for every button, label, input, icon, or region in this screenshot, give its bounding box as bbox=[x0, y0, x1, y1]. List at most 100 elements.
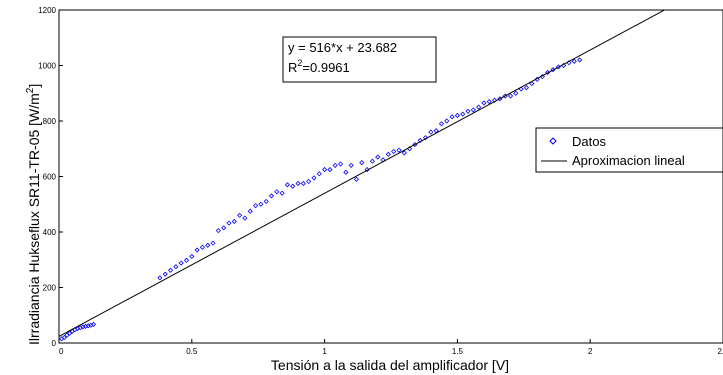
data-point bbox=[221, 225, 227, 231]
y-tick-label: 0 bbox=[52, 339, 57, 348]
data-point bbox=[210, 240, 216, 246]
data-point bbox=[258, 201, 264, 207]
data-point bbox=[311, 175, 317, 181]
data-point bbox=[391, 148, 397, 155]
x-tick-label: 1 bbox=[322, 347, 327, 356]
r-squared-text: R2=0.9961 bbox=[288, 58, 350, 75]
legend-box bbox=[535, 127, 723, 173]
y-axis-title: Ilrradiancia Hukseflux SR11-TR-05 [W/m2] bbox=[25, 84, 42, 345]
data-point bbox=[353, 176, 360, 182]
equation-text: y = 516*x + 23.682 bbox=[288, 40, 397, 55]
x-axis-title: Tensión a la salida del amplificador [V] bbox=[271, 357, 509, 373]
data-point bbox=[428, 129, 434, 135]
data-point bbox=[332, 162, 338, 168]
data-point bbox=[486, 99, 492, 105]
data-point bbox=[64, 332, 70, 338]
equation-box: y = 516*x + 23.682 R2=0.9961 bbox=[282, 36, 437, 83]
x-tick-label: 2 bbox=[588, 347, 593, 356]
y-tick-label: 1000 bbox=[38, 62, 56, 71]
data-point bbox=[247, 208, 253, 214]
data-point bbox=[571, 58, 577, 64]
y-tick-label: 800 bbox=[43, 117, 57, 126]
data-point bbox=[327, 166, 333, 173]
data-point bbox=[396, 147, 402, 153]
data-point bbox=[274, 189, 280, 195]
data-point bbox=[364, 166, 370, 173]
data-point bbox=[343, 169, 349, 175]
data-point bbox=[231, 218, 237, 225]
data-point bbox=[507, 93, 514, 99]
data-point bbox=[454, 112, 460, 119]
data-point bbox=[385, 151, 391, 157]
data-point bbox=[401, 150, 407, 156]
y-axis-ticks: 0 200 400 600 800 1000 1200 bbox=[38, 6, 63, 348]
data-point bbox=[465, 108, 471, 114]
data-point bbox=[513, 90, 519, 96]
data-point bbox=[460, 111, 466, 117]
data-point bbox=[306, 178, 312, 185]
data-point bbox=[449, 114, 455, 120]
data-point bbox=[300, 180, 306, 187]
data-point bbox=[284, 182, 290, 188]
data-point bbox=[438, 121, 445, 127]
data-point bbox=[268, 193, 275, 199]
data-point bbox=[322, 166, 328, 173]
data-point bbox=[189, 253, 195, 259]
data-point bbox=[492, 97, 498, 103]
data-point bbox=[226, 220, 232, 226]
data-point bbox=[215, 228, 221, 234]
y-tick-label: 600 bbox=[43, 173, 57, 182]
data-point bbox=[444, 118, 450, 124]
fit-line bbox=[58, 9, 665, 337]
data-point bbox=[534, 76, 540, 82]
data-point bbox=[529, 80, 535, 87]
data-point bbox=[162, 271, 168, 277]
data-point bbox=[173, 264, 179, 270]
data-point bbox=[178, 260, 184, 266]
data-point bbox=[194, 247, 200, 253]
y-tick-label: 1200 bbox=[38, 6, 56, 15]
legend-marker-diamond bbox=[549, 137, 557, 145]
x-tick-label: 0 bbox=[59, 347, 64, 356]
data-point bbox=[375, 154, 381, 160]
legend-label-datos: Datos bbox=[572, 134, 606, 149]
y-tick-label: 200 bbox=[43, 284, 57, 293]
data-point bbox=[348, 162, 354, 168]
data-point bbox=[90, 321, 97, 327]
data-point bbox=[337, 161, 344, 167]
data-point bbox=[61, 334, 67, 341]
data-point bbox=[422, 135, 429, 141]
data-point bbox=[523, 85, 530, 91]
data-point bbox=[476, 104, 482, 110]
data-point bbox=[290, 183, 296, 189]
data-point bbox=[470, 107, 476, 113]
legend: Datos Aproximacion lineal bbox=[535, 127, 723, 173]
data-point bbox=[157, 275, 163, 281]
x-tick-label: 0.5 bbox=[186, 347, 198, 356]
data-point bbox=[359, 160, 365, 166]
x-tick-label: 1.5 bbox=[452, 347, 464, 356]
data-point bbox=[417, 137, 423, 143]
data-point bbox=[237, 212, 243, 218]
data-point bbox=[242, 215, 248, 221]
data-point bbox=[539, 74, 545, 80]
y-tick-label: 400 bbox=[43, 228, 57, 237]
data-point bbox=[369, 158, 375, 164]
data-point bbox=[183, 257, 190, 263]
data-point bbox=[167, 267, 174, 273]
data-point bbox=[252, 203, 259, 209]
x-axis-ticks: 0 0.5 1 1.5 2 2.5 bbox=[58, 339, 723, 356]
legend-label-linear: Aproximacion lineal bbox=[572, 153, 685, 168]
data-point bbox=[295, 180, 301, 187]
data-point bbox=[205, 242, 211, 248]
data-point bbox=[481, 100, 487, 106]
data-point bbox=[279, 190, 285, 196]
data-point bbox=[67, 330, 73, 336]
data-points bbox=[59, 57, 583, 342]
data-point bbox=[263, 198, 269, 205]
x-tick-label: 2.5 bbox=[717, 347, 723, 356]
data-point bbox=[316, 171, 322, 177]
data-point bbox=[199, 244, 205, 250]
data-point bbox=[577, 57, 583, 63]
